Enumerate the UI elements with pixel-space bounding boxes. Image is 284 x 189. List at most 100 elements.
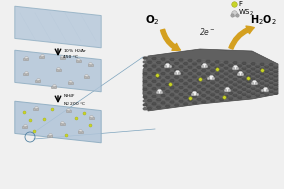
Polygon shape <box>152 77 156 78</box>
Polygon shape <box>175 94 179 96</box>
Polygon shape <box>156 102 161 105</box>
Polygon shape <box>206 67 210 69</box>
Polygon shape <box>175 80 179 82</box>
Polygon shape <box>148 57 152 59</box>
Polygon shape <box>193 79 197 81</box>
Polygon shape <box>166 87 170 89</box>
Polygon shape <box>242 67 246 70</box>
Polygon shape <box>188 92 192 94</box>
Polygon shape <box>260 68 264 70</box>
Polygon shape <box>260 80 264 82</box>
Polygon shape <box>184 59 188 61</box>
Polygon shape <box>233 84 237 85</box>
Polygon shape <box>184 96 188 98</box>
Polygon shape <box>247 70 251 72</box>
Polygon shape <box>220 67 224 69</box>
Polygon shape <box>202 101 206 103</box>
Polygon shape <box>161 98 165 100</box>
Polygon shape <box>247 88 251 90</box>
Polygon shape <box>251 83 255 84</box>
Polygon shape <box>224 90 228 92</box>
Polygon shape <box>206 88 210 90</box>
Polygon shape <box>193 99 197 101</box>
Polygon shape <box>224 84 228 86</box>
Polygon shape <box>256 73 260 75</box>
Polygon shape <box>229 67 233 69</box>
Polygon shape <box>238 67 242 69</box>
Polygon shape <box>148 65 152 67</box>
Polygon shape <box>161 58 165 60</box>
Polygon shape <box>202 98 206 100</box>
Polygon shape <box>206 100 210 102</box>
Polygon shape <box>179 103 183 105</box>
Polygon shape <box>229 64 233 66</box>
Polygon shape <box>224 92 228 94</box>
Polygon shape <box>179 73 183 75</box>
Polygon shape <box>156 61 161 64</box>
Polygon shape <box>202 76 206 78</box>
Polygon shape <box>242 86 246 88</box>
Polygon shape <box>179 62 183 64</box>
Polygon shape <box>260 94 264 96</box>
Polygon shape <box>156 99 161 101</box>
Polygon shape <box>197 101 201 103</box>
Polygon shape <box>175 66 179 68</box>
Polygon shape <box>211 82 215 84</box>
Polygon shape <box>233 70 237 72</box>
Polygon shape <box>269 86 273 88</box>
Polygon shape <box>238 78 242 80</box>
Polygon shape <box>242 78 246 80</box>
Polygon shape <box>206 85 210 87</box>
Polygon shape <box>175 97 179 99</box>
Polygon shape <box>269 75 273 77</box>
Polygon shape <box>193 63 197 65</box>
Polygon shape <box>156 106 161 108</box>
Polygon shape <box>215 90 219 92</box>
Polygon shape <box>166 94 170 96</box>
Polygon shape <box>170 69 174 71</box>
Polygon shape <box>184 79 188 81</box>
Polygon shape <box>156 84 161 86</box>
Polygon shape <box>197 89 201 91</box>
Polygon shape <box>256 75 260 77</box>
Polygon shape <box>274 70 278 72</box>
Polygon shape <box>256 94 260 96</box>
Polygon shape <box>229 75 233 77</box>
Polygon shape <box>265 66 269 68</box>
Polygon shape <box>211 88 215 90</box>
Polygon shape <box>166 73 170 75</box>
Polygon shape <box>247 80 251 82</box>
Polygon shape <box>202 60 206 62</box>
Polygon shape <box>197 76 201 78</box>
Polygon shape <box>247 83 251 85</box>
Polygon shape <box>256 82 260 84</box>
Polygon shape <box>274 66 278 68</box>
Polygon shape <box>220 61 224 63</box>
Polygon shape <box>224 81 228 83</box>
Polygon shape <box>265 89 269 91</box>
Polygon shape <box>211 91 215 93</box>
Polygon shape <box>233 67 237 69</box>
Polygon shape <box>170 90 174 92</box>
Polygon shape <box>215 87 219 89</box>
Polygon shape <box>170 76 174 78</box>
Polygon shape <box>211 67 215 69</box>
Polygon shape <box>229 81 233 83</box>
Polygon shape <box>179 76 183 78</box>
Polygon shape <box>251 73 255 75</box>
Polygon shape <box>161 65 165 67</box>
Polygon shape <box>251 92 255 94</box>
Polygon shape <box>247 65 251 67</box>
Polygon shape <box>206 91 210 93</box>
Polygon shape <box>220 76 224 77</box>
Polygon shape <box>238 83 242 85</box>
Polygon shape <box>215 70 219 72</box>
Polygon shape <box>206 73 210 75</box>
Polygon shape <box>238 73 242 75</box>
Polygon shape <box>193 69 197 71</box>
Polygon shape <box>152 80 156 82</box>
Polygon shape <box>193 60 197 62</box>
Polygon shape <box>202 63 206 65</box>
Polygon shape <box>260 91 264 93</box>
Polygon shape <box>188 96 192 98</box>
